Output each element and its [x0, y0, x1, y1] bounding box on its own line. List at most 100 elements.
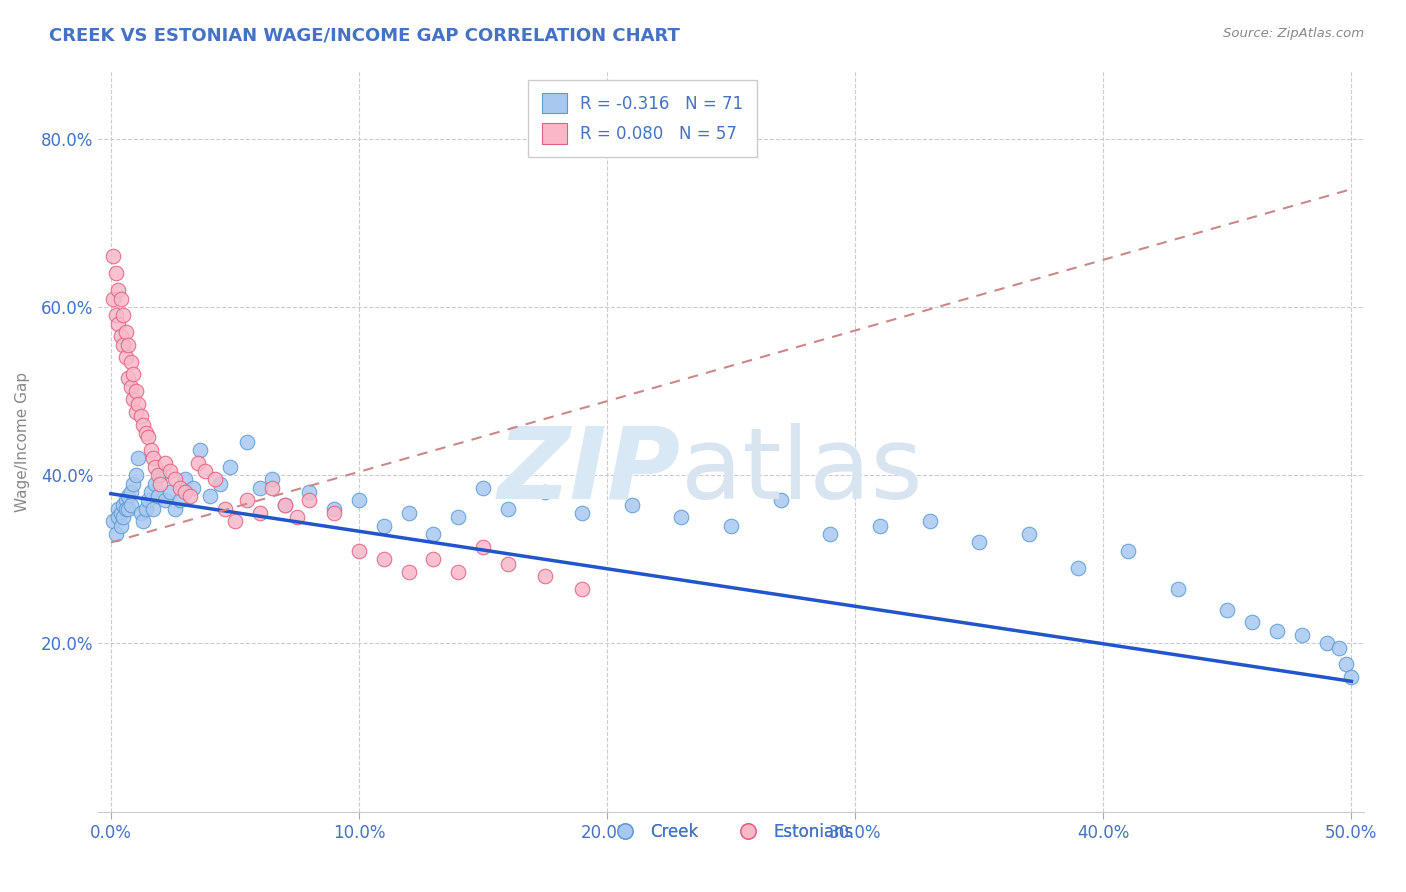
- Point: [112, 510, 135, 524]
- Point: [117, 371, 139, 385]
- Point: [122, 392, 145, 407]
- Point: [1216, 603, 1239, 617]
- Point: [132, 417, 155, 432]
- Point: [142, 451, 165, 466]
- Point: [114, 493, 136, 508]
- Point: [373, 552, 395, 566]
- Point: [869, 518, 891, 533]
- Point: [165, 472, 187, 486]
- Point: [159, 485, 181, 500]
- Point: [103, 292, 125, 306]
- Point: [120, 354, 142, 368]
- Point: [114, 501, 136, 516]
- Point: [120, 498, 142, 512]
- Point: [323, 506, 346, 520]
- Point: [262, 481, 284, 495]
- Point: [110, 329, 132, 343]
- Point: [214, 501, 236, 516]
- Point: [298, 493, 321, 508]
- Point: [120, 380, 142, 394]
- Point: [1336, 657, 1358, 672]
- Point: [107, 510, 129, 524]
- Point: [127, 451, 149, 466]
- Point: [104, 266, 127, 280]
- Point: [571, 506, 593, 520]
- Point: [236, 434, 259, 449]
- Point: [219, 459, 242, 474]
- Point: [127, 397, 149, 411]
- Point: [174, 485, 197, 500]
- Point: [769, 493, 792, 508]
- Point: [112, 338, 135, 352]
- Point: [107, 317, 129, 331]
- Point: [1291, 628, 1313, 642]
- Point: [620, 498, 643, 512]
- Point: [114, 351, 136, 365]
- Point: [194, 464, 217, 478]
- Point: [110, 506, 132, 520]
- Text: CREEK VS ESTONIAN WAGE/INCOME GAP CORRELATION CHART: CREEK VS ESTONIAN WAGE/INCOME GAP CORREL…: [49, 27, 681, 45]
- Point: [179, 489, 201, 503]
- Point: [132, 515, 155, 529]
- Point: [249, 506, 271, 520]
- Point: [117, 501, 139, 516]
- Point: [181, 481, 204, 495]
- Legend: Creek, Estonians: Creek, Estonians: [602, 816, 860, 847]
- Point: [285, 510, 308, 524]
- Point: [142, 501, 165, 516]
- Point: [146, 468, 169, 483]
- Point: [122, 476, 145, 491]
- Point: [114, 325, 136, 339]
- Point: [323, 501, 346, 516]
- Point: [122, 368, 145, 382]
- Point: [447, 510, 470, 524]
- Point: [159, 464, 181, 478]
- Point: [1167, 582, 1189, 596]
- Point: [149, 468, 172, 483]
- Point: [236, 493, 259, 508]
- Point: [472, 481, 495, 495]
- Point: [208, 476, 231, 491]
- Point: [1265, 624, 1288, 638]
- Point: [1327, 640, 1350, 655]
- Point: [120, 485, 142, 500]
- Y-axis label: Wage/Income Gap: Wage/Income Gap: [15, 371, 30, 512]
- Point: [1316, 636, 1339, 650]
- Point: [103, 249, 125, 264]
- Point: [1241, 615, 1264, 630]
- Point: [145, 459, 167, 474]
- Point: [135, 501, 157, 516]
- Point: [224, 515, 246, 529]
- Point: [149, 476, 172, 491]
- Point: [139, 485, 162, 500]
- Point: [136, 430, 159, 444]
- Point: [347, 493, 370, 508]
- Point: [967, 535, 990, 549]
- Point: [129, 506, 152, 520]
- Point: [1116, 544, 1139, 558]
- Point: [145, 476, 167, 491]
- Point: [110, 292, 132, 306]
- Point: [135, 426, 157, 441]
- Point: [273, 498, 295, 512]
- Point: [347, 544, 370, 558]
- Text: ZIP: ZIP: [498, 423, 681, 520]
- Point: [1018, 527, 1040, 541]
- Point: [373, 518, 395, 533]
- Point: [107, 501, 129, 516]
- Point: [155, 493, 177, 508]
- Point: [422, 527, 444, 541]
- Point: [534, 569, 557, 583]
- Point: [117, 489, 139, 503]
- Point: [136, 493, 159, 508]
- Point: [249, 481, 271, 495]
- Point: [139, 442, 162, 457]
- Point: [534, 485, 557, 500]
- Point: [117, 338, 139, 352]
- Point: [165, 501, 187, 516]
- Point: [169, 493, 191, 508]
- Point: [496, 501, 519, 516]
- Point: [198, 489, 221, 503]
- Point: [124, 468, 146, 483]
- Point: [188, 442, 211, 457]
